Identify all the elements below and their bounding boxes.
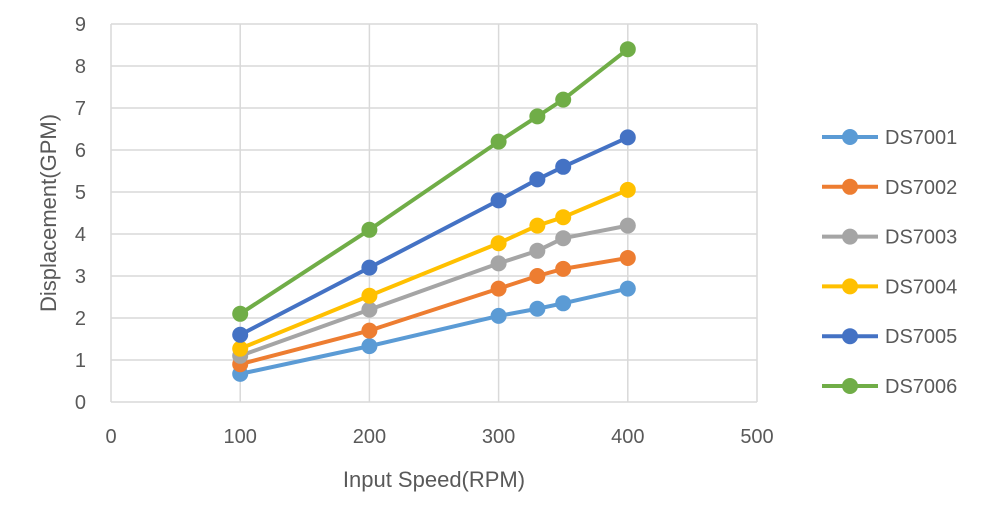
legend-entry: DS7002 <box>822 177 957 199</box>
x-axis-title: Input Speed(RPM) <box>343 467 525 492</box>
data-point <box>361 301 378 318</box>
y-tick-label: 1 <box>75 350 86 372</box>
data-point <box>490 192 507 209</box>
data-point <box>555 230 572 247</box>
data-point <box>232 305 249 322</box>
legend-entry: DS7003 <box>822 227 957 249</box>
series-DS7004 <box>232 181 636 357</box>
data-point <box>490 235 507 252</box>
legend: DS7001 DS7002 DS7003 DS7004 DS7005 DS7006 <box>822 127 957 398</box>
y-tick-label: 5 <box>75 182 86 204</box>
legend-marker <box>842 378 858 394</box>
data-point <box>361 259 378 276</box>
data-point <box>490 307 507 324</box>
data-point <box>490 255 507 272</box>
x-tick-label: 200 <box>353 426 386 448</box>
data-point <box>555 295 572 312</box>
data-point <box>361 221 378 238</box>
y-tick-label: 4 <box>75 224 86 246</box>
legend-label: DS7006 <box>885 376 957 398</box>
series-DS7003 <box>232 217 636 364</box>
data-point <box>619 217 636 234</box>
data-point <box>555 91 572 108</box>
legend-label: DS7001 <box>885 127 957 149</box>
data-point <box>555 209 572 226</box>
x-tick-label: 500 <box>740 426 773 448</box>
data-point <box>619 280 636 297</box>
axis-tick-labels: 0 1 2 3 4 5 6 7 8 9 0 100 200 300 400 500 <box>75 14 774 448</box>
series-DS7006 <box>232 41 636 322</box>
series-DS7001 <box>232 280 636 382</box>
legend-marker <box>842 178 858 195</box>
y-tick-label: 6 <box>75 140 86 162</box>
data-point <box>619 41 636 58</box>
data-point <box>529 171 546 188</box>
y-tick-label: 8 <box>75 56 86 78</box>
data-point <box>529 217 546 234</box>
y-tick-label: 0 <box>75 392 86 414</box>
series-line <box>239 188 629 351</box>
data-point <box>619 181 636 198</box>
legend-label: DS7004 <box>885 276 957 298</box>
y-axis-title: Displacement(GPM) <box>36 114 61 312</box>
legend-entry: DS7005 <box>822 326 957 348</box>
x-tick-label: 0 <box>105 426 116 448</box>
y-tick-label: 2 <box>75 308 86 330</box>
data-point <box>529 268 546 284</box>
legend-marker <box>842 328 858 345</box>
data-point <box>361 287 378 304</box>
data-point <box>529 242 546 259</box>
data-point <box>529 300 546 317</box>
series-line <box>239 223 629 358</box>
legend-entry: DS7001 <box>822 127 957 149</box>
data-point <box>555 260 572 277</box>
legend-entry: DS7006 <box>822 376 957 398</box>
series-line <box>239 47 630 316</box>
legend-marker <box>842 278 858 295</box>
data-point <box>232 340 249 357</box>
series-line <box>239 135 629 337</box>
series-line <box>239 255 629 367</box>
data-point <box>490 280 507 297</box>
legend-label: DS7003 <box>885 227 957 249</box>
x-tick-label: 100 <box>224 426 257 448</box>
y-tick-label: 3 <box>75 266 86 288</box>
legend-label: DS7005 <box>885 326 957 348</box>
data-point <box>361 338 378 355</box>
gridlines <box>110 23 758 403</box>
data-point <box>361 322 378 339</box>
legend-entry: DS7004 <box>822 276 957 298</box>
data-point <box>555 158 572 175</box>
x-tick-label: 400 <box>611 426 644 448</box>
data-point <box>619 129 636 146</box>
data-point <box>232 326 249 343</box>
data-point <box>529 108 546 125</box>
data-point <box>619 249 636 266</box>
y-tick-label: 7 <box>75 98 86 120</box>
series-DS7005 <box>232 129 636 343</box>
data-point <box>490 133 507 150</box>
y-tick-label: 9 <box>75 14 86 36</box>
legend-marker <box>842 129 858 145</box>
legend-marker <box>842 228 858 245</box>
legend-label: DS7002 <box>885 177 957 199</box>
x-tick-label: 300 <box>482 426 515 448</box>
series-line <box>239 286 629 376</box>
series-lines <box>232 41 636 382</box>
